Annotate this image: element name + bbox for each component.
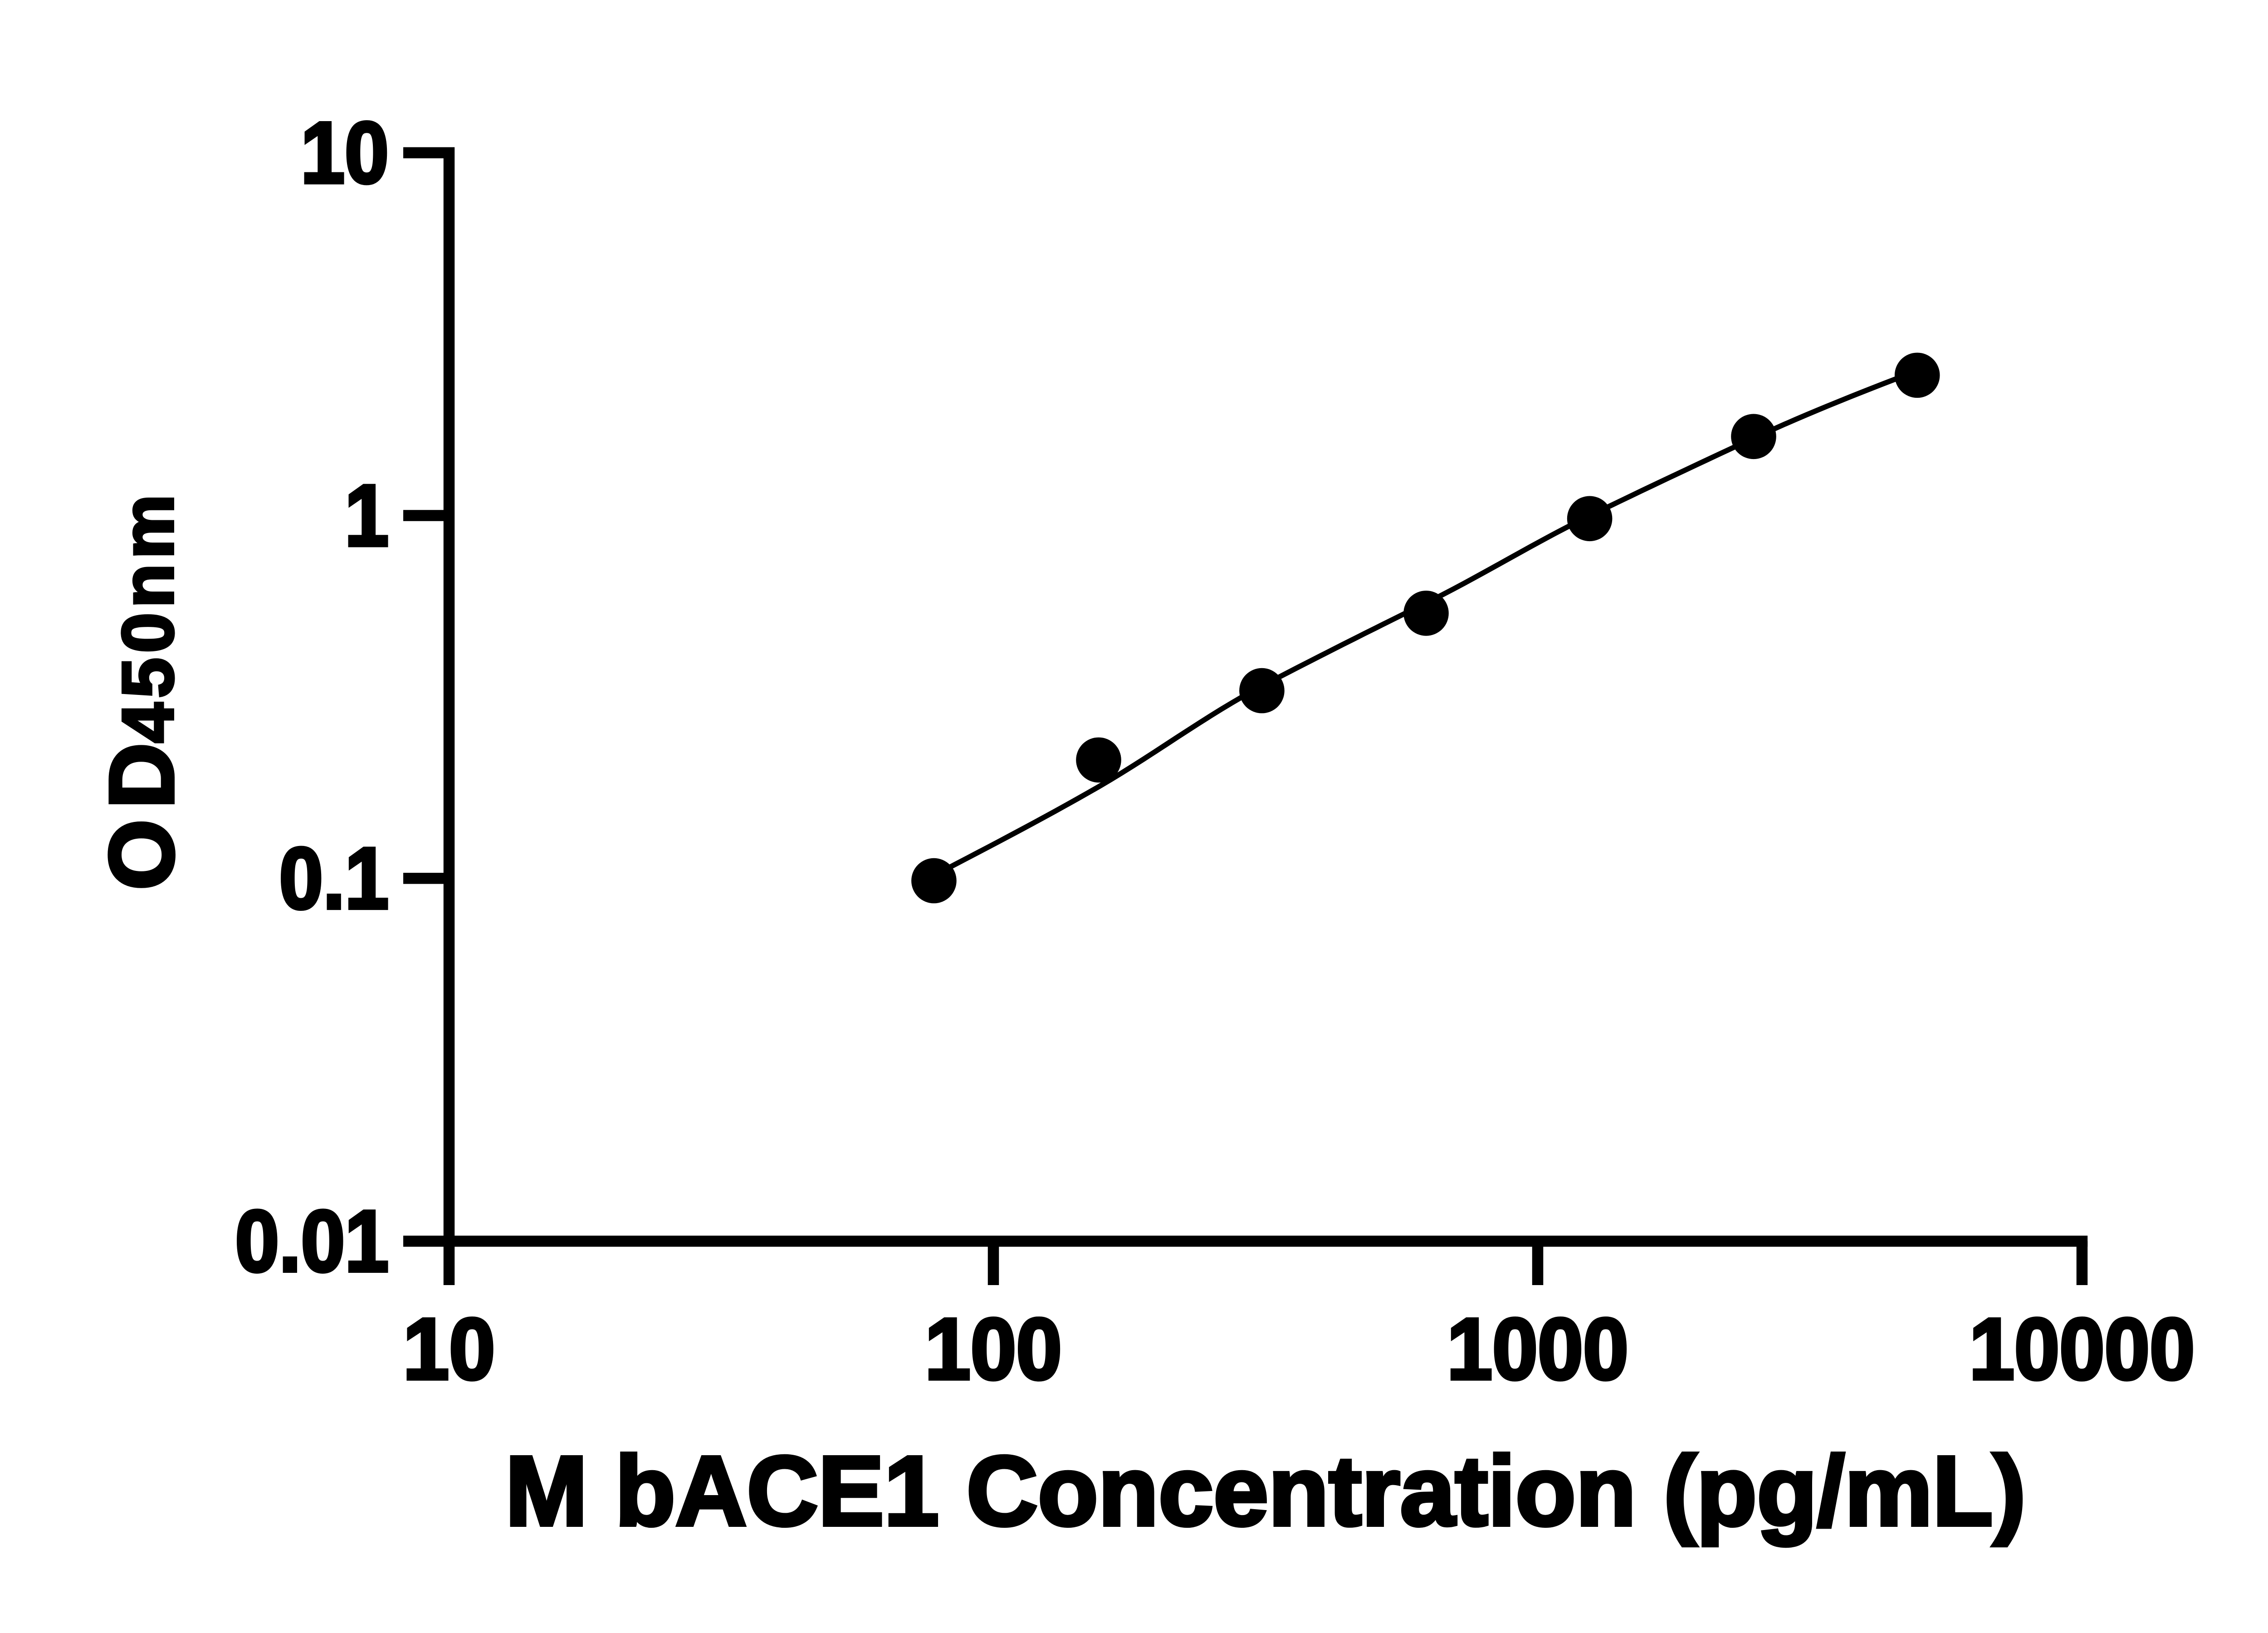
- svg-text:100: 100: [925, 1300, 1062, 1398]
- svg-text:10000: 10000: [1970, 1300, 2195, 1398]
- svg-text:M bACE1 Concentration (pg/mL): M bACE1 Concentration (pg/mL): [505, 1436, 2026, 1546]
- svg-text:1000: 1000: [1447, 1300, 1628, 1398]
- svg-text:10: 10: [301, 104, 389, 201]
- svg-text:1: 1: [345, 467, 389, 564]
- svg-text:450nm: 450nm: [107, 494, 188, 743]
- svg-text:0.1: 0.1: [279, 829, 389, 927]
- svg-text:0.01: 0.01: [235, 1192, 389, 1290]
- svg-text:10: 10: [403, 1300, 495, 1398]
